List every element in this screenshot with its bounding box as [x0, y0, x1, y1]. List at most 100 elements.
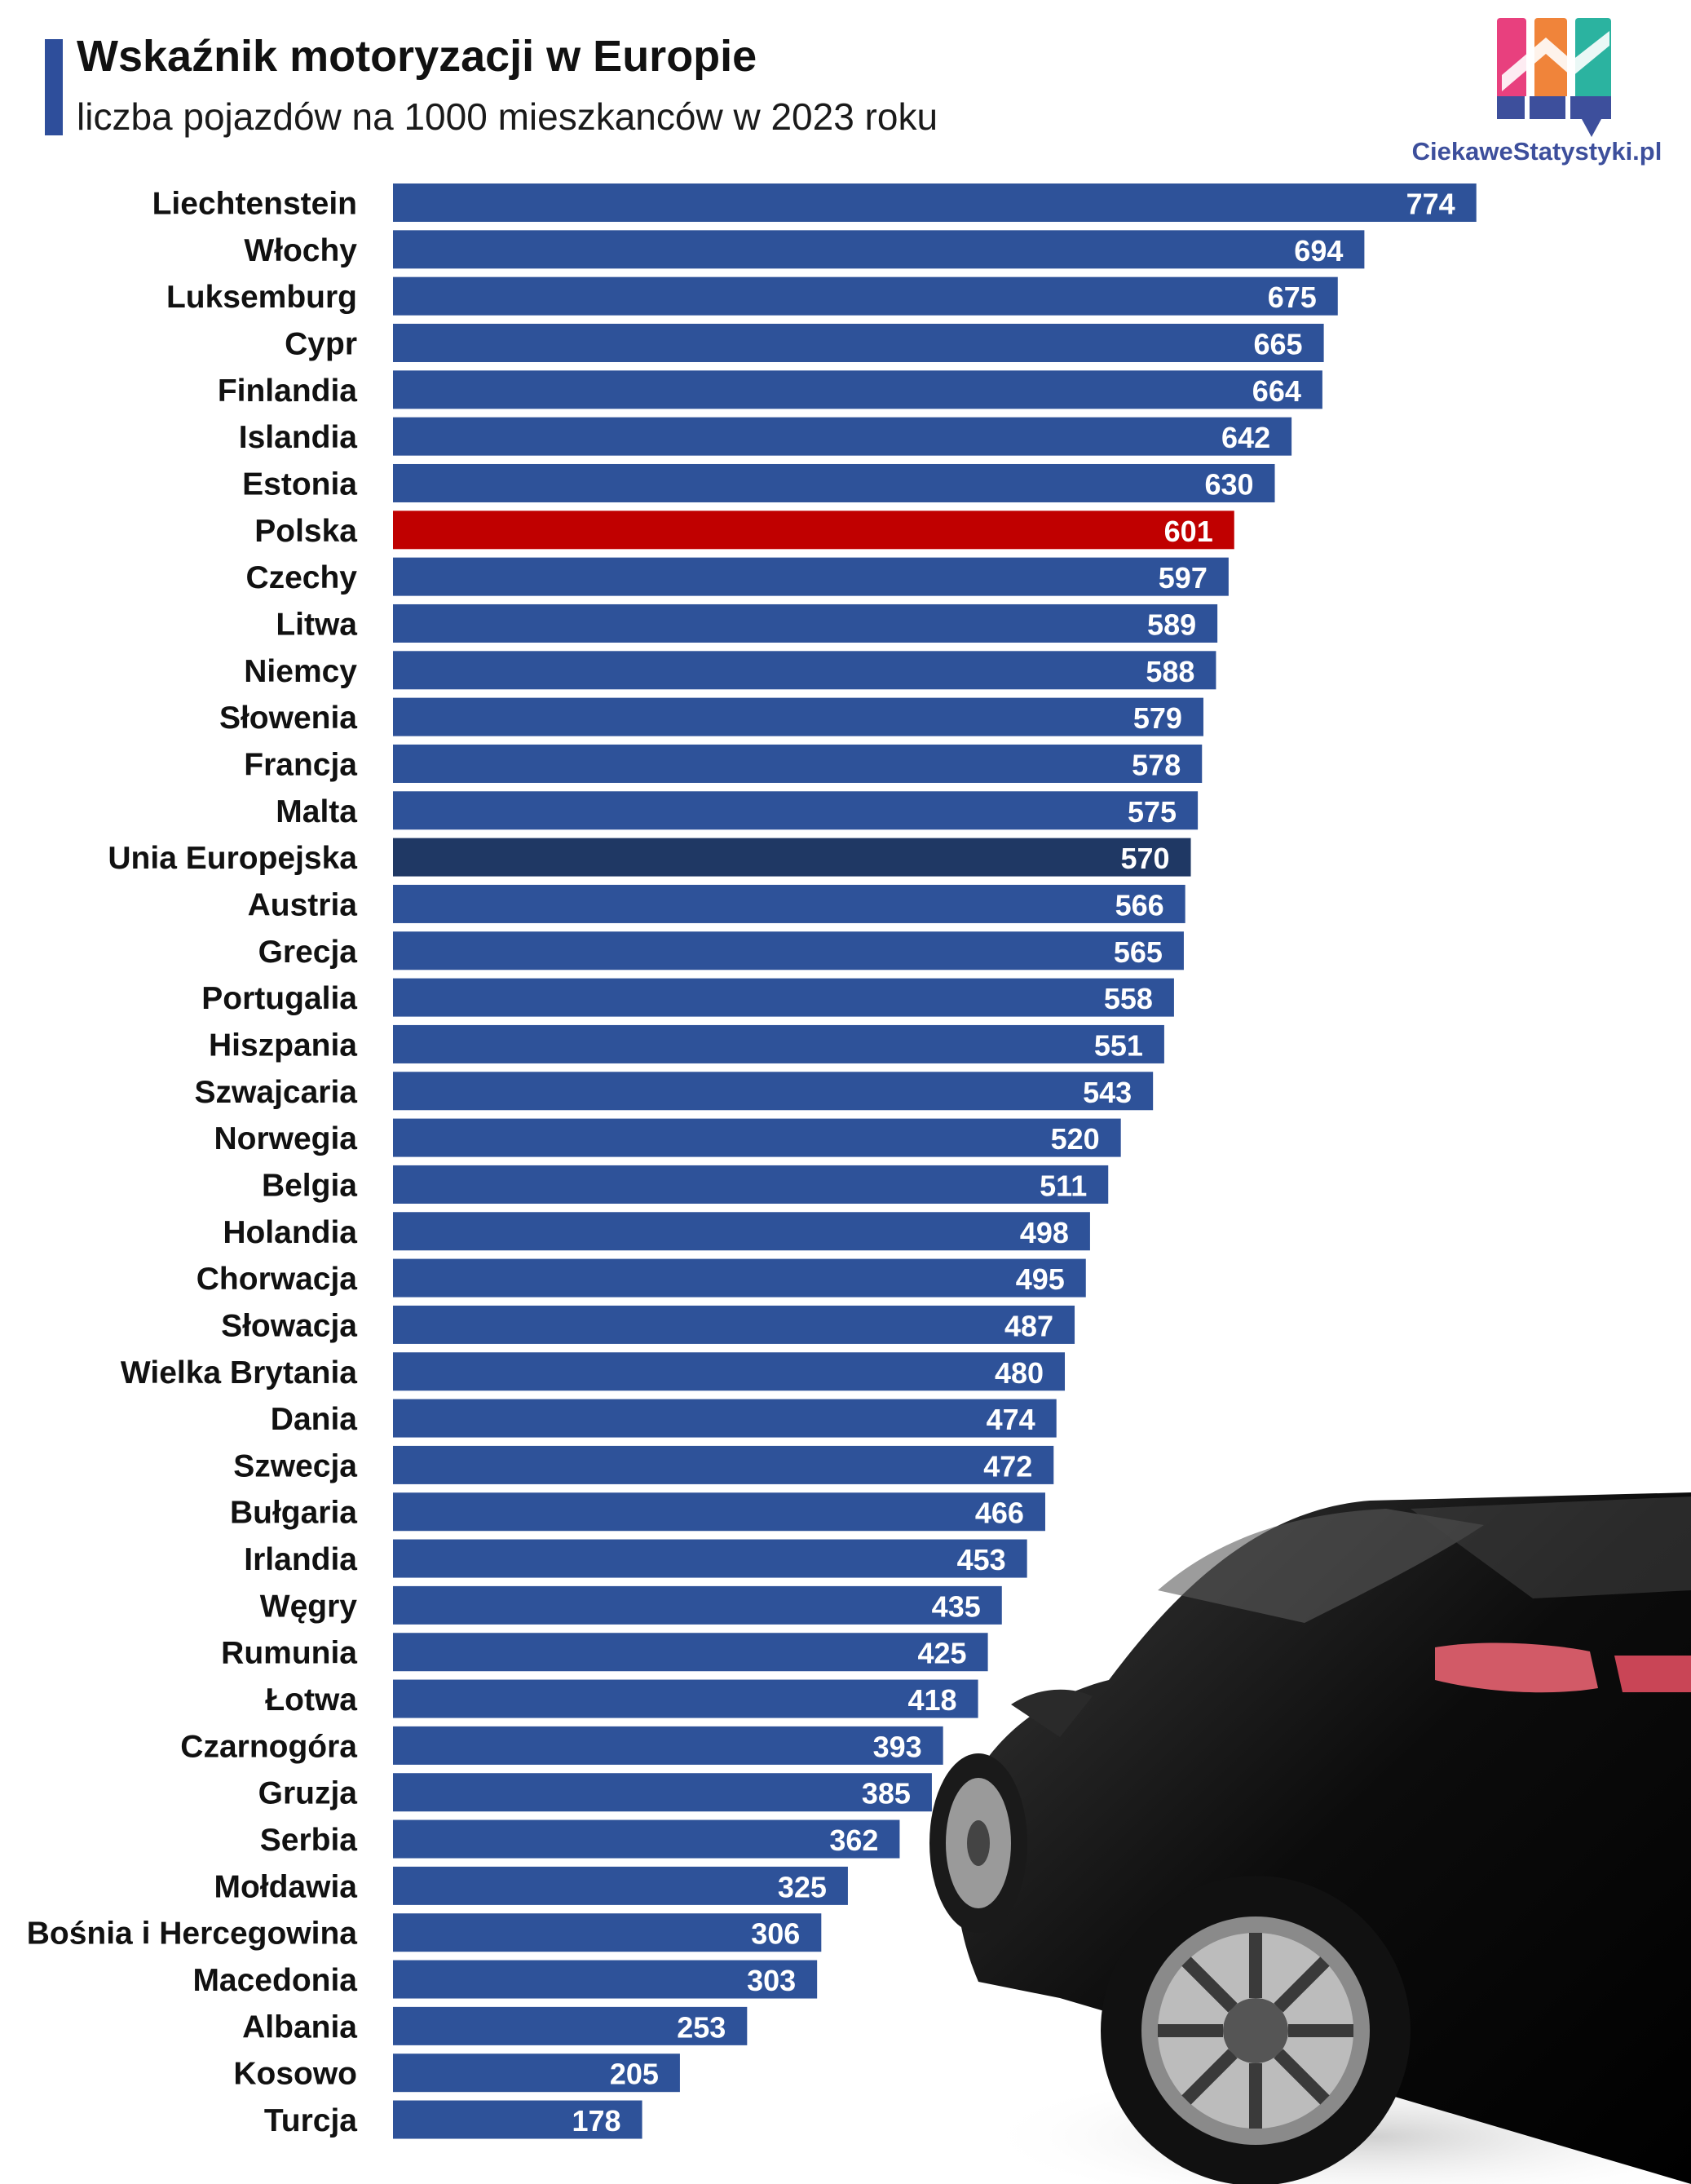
category-label: Szwecja — [233, 1448, 357, 1483]
bar — [393, 651, 1216, 690]
category-label: Holandia — [223, 1215, 357, 1250]
category-label: Słowenia — [219, 701, 357, 736]
value-label: 253 — [677, 2010, 726, 2044]
category-label: Bułgaria — [230, 1496, 357, 1531]
category-label: Polska — [254, 514, 357, 549]
bar — [393, 1445, 1054, 1484]
value-label: 178 — [572, 2104, 620, 2138]
category-label: Liechtenstein — [152, 187, 357, 222]
value-label: 565 — [1114, 935, 1163, 969]
bar — [393, 2054, 680, 2093]
category-label: Gruzja — [258, 1776, 358, 1811]
category-label: Czarnogóra — [180, 1729, 357, 1764]
bar — [393, 370, 1322, 409]
category-label: Serbia — [260, 1823, 358, 1858]
bar — [393, 603, 1218, 643]
bar — [393, 931, 1184, 970]
bar — [393, 1492, 1045, 1532]
bar — [393, 1913, 822, 1952]
category-label: Irlandia — [244, 1542, 357, 1577]
value-label: 566 — [1115, 888, 1164, 922]
value-label: 393 — [873, 1730, 922, 1763]
value-label: 495 — [1016, 1262, 1065, 1296]
value-label: 664 — [1252, 374, 1301, 408]
value-label: 597 — [1159, 561, 1208, 595]
value-label: 480 — [995, 1356, 1044, 1390]
value-label: 630 — [1204, 467, 1253, 501]
category-label: Austria — [248, 887, 358, 922]
category-label: Turcja — [264, 2103, 357, 2138]
bar — [393, 1072, 1154, 1111]
category-label: Mołdawia — [214, 1869, 357, 1904]
bar — [393, 744, 1203, 783]
value-label: 474 — [987, 1403, 1035, 1436]
value-label: 665 — [1254, 327, 1303, 360]
value-label: 325 — [778, 1870, 827, 1903]
category-label: Słowacja — [221, 1308, 357, 1343]
value-label: 570 — [1120, 842, 1169, 875]
bar — [393, 884, 1185, 923]
value-label: 579 — [1133, 701, 1182, 735]
value-label: 558 — [1104, 982, 1153, 1015]
value-label: 487 — [1004, 1309, 1053, 1342]
category-label: Belgia — [262, 1168, 357, 1203]
category-label: Węgry — [260, 1589, 358, 1624]
bar — [393, 417, 1292, 456]
bar — [393, 276, 1338, 316]
value-label: 774 — [1406, 188, 1455, 221]
bar — [393, 1726, 943, 1765]
value-label: 642 — [1221, 421, 1270, 454]
bar — [393, 1539, 1027, 1578]
value-label: 205 — [610, 2058, 659, 2091]
bar — [393, 1258, 1086, 1298]
bar — [393, 838, 1191, 877]
category-label: Estonia — [242, 466, 357, 502]
value-label: 306 — [751, 1917, 800, 1951]
bar — [393, 183, 1477, 222]
bar — [393, 1633, 988, 1672]
bar — [393, 1679, 978, 1718]
bar — [393, 1024, 1164, 1063]
value-label: 466 — [975, 1497, 1024, 1530]
category-label: Albania — [242, 2009, 357, 2045]
bar — [393, 511, 1234, 550]
bar — [393, 463, 1275, 502]
value-label: 551 — [1094, 1028, 1143, 1062]
bar — [393, 1165, 1109, 1204]
logo-text: CiekaweStatystyki.pl — [1411, 137, 1662, 166]
bar — [393, 978, 1174, 1017]
value-label: 418 — [908, 1683, 957, 1717]
value-label: 575 — [1128, 795, 1177, 829]
value-label: 362 — [829, 1824, 878, 1857]
bar — [393, 230, 1365, 269]
chart-subtitle: liczba pojazdów na 1000 mieszkanców w 20… — [77, 95, 938, 138]
site-logo: CiekaweStatystyki.pl — [1402, 18, 1671, 173]
bar — [393, 323, 1324, 362]
category-label: Hiszpania — [209, 1028, 357, 1063]
category-label: Francja — [244, 747, 357, 782]
car-illustration — [929, 1492, 1691, 2184]
category-label: Szwajcaria — [195, 1075, 358, 1110]
category-label: Finlandia — [218, 374, 357, 409]
bar — [393, 1305, 1075, 1344]
value-label: 588 — [1146, 655, 1194, 688]
value-label: 385 — [862, 1777, 911, 1810]
value-label: 303 — [747, 1964, 796, 1997]
value-label: 520 — [1051, 1122, 1100, 1156]
category-label: Malta — [276, 794, 357, 829]
category-label: Wielka Brytania — [121, 1355, 357, 1390]
value-label: 694 — [1294, 234, 1343, 267]
category-label: Dania — [271, 1402, 358, 1437]
category-label: Islandia — [239, 420, 358, 455]
bar — [393, 1399, 1057, 1438]
bar-chart-logo-icon — [1497, 18, 1611, 137]
bar — [393, 1118, 1121, 1157]
category-label: Rumunia — [221, 1636, 357, 1671]
bar — [393, 1819, 900, 1859]
bar — [393, 557, 1229, 596]
bar — [393, 1352, 1066, 1391]
value-label: 425 — [918, 1637, 967, 1670]
value-label: 675 — [1268, 281, 1317, 314]
value-label: 498 — [1020, 1216, 1069, 1249]
